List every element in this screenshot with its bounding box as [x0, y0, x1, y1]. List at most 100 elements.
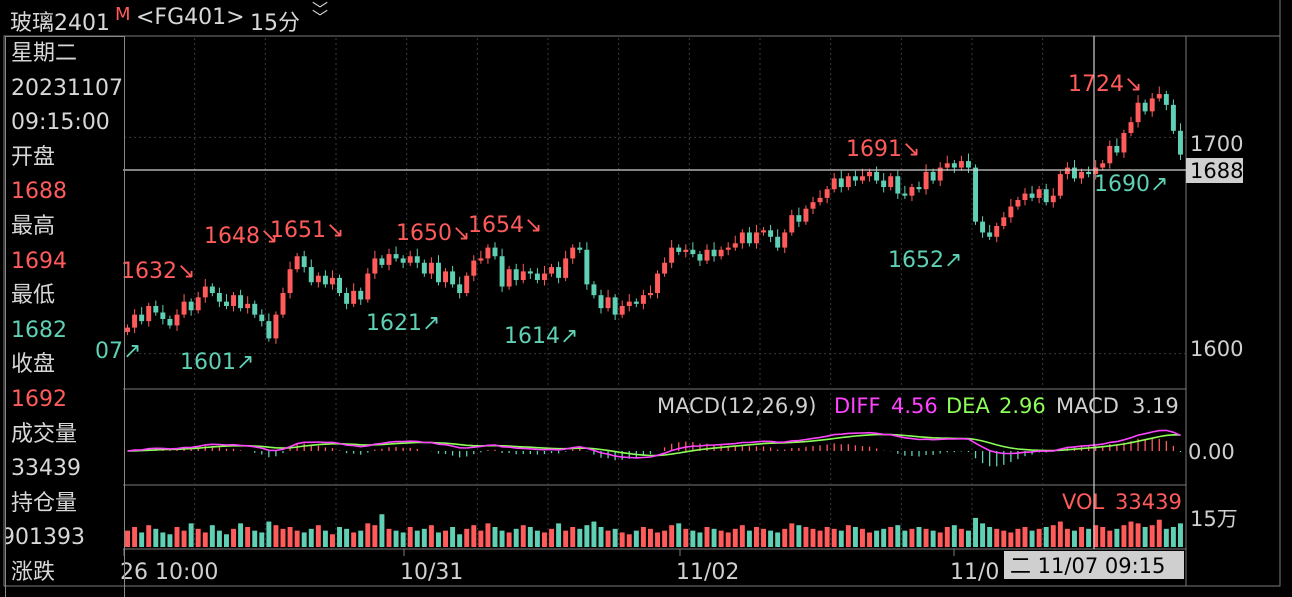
- volume-bar: [1114, 528, 1120, 547]
- volume-bar: [633, 530, 639, 547]
- candle-body: [421, 262, 427, 274]
- volume-bar: [1177, 523, 1183, 547]
- price-annotation: 1614↗: [504, 324, 578, 349]
- candle-body: [1008, 206, 1014, 218]
- volume-bar: [259, 532, 265, 547]
- low-label: 最低: [11, 283, 56, 309]
- volume-bar: [188, 523, 194, 547]
- candle-body: [789, 215, 795, 233]
- candle-body: [407, 256, 413, 263]
- candle-body: [718, 249, 724, 257]
- volume-bar: [937, 532, 943, 547]
- volume-bar: [534, 530, 540, 547]
- volume-bar: [563, 530, 569, 547]
- candle-body: [372, 258, 378, 274]
- candle-body: [358, 290, 364, 300]
- candle-body: [1001, 217, 1007, 226]
- candle-body: [216, 293, 222, 302]
- candle-body: [549, 267, 555, 274]
- volume-bar: [146, 525, 152, 547]
- volume-bar: [520, 525, 526, 547]
- volume-bar: [725, 532, 731, 547]
- volume-bar: [704, 527, 710, 547]
- volume-bar: [273, 525, 279, 547]
- volume-bar: [464, 528, 470, 547]
- volume-bar: [768, 530, 774, 547]
- candle-body: [308, 267, 314, 283]
- volume-bar: [322, 530, 328, 547]
- volume-bar: [287, 527, 293, 547]
- close-label: 收盘: [11, 352, 56, 378]
- volume-bar: [852, 527, 858, 547]
- candle-body: [315, 275, 321, 283]
- y-tick-1600: 1600: [1190, 337, 1243, 361]
- volume-bar: [139, 532, 145, 547]
- volume-bar: [1043, 527, 1049, 547]
- candle-body: [577, 247, 583, 250]
- contract-name[interactable]: 玻璃2401: [10, 11, 110, 36]
- candle-body: [676, 247, 682, 252]
- candle-body: [238, 295, 244, 309]
- volume-bar: [315, 525, 321, 547]
- candle-body: [782, 232, 788, 248]
- candle-body: [1128, 122, 1134, 133]
- volume-bar: [513, 528, 519, 547]
- candle-body: [1015, 200, 1021, 207]
- volume-bar: [1008, 532, 1014, 547]
- volume-bar: [344, 528, 350, 547]
- candle-body: [930, 171, 936, 181]
- candle-body: [888, 176, 894, 188]
- volume-bar: [810, 528, 816, 547]
- candle-body: [987, 232, 993, 237]
- candle-body: [393, 254, 399, 259]
- volume-bar: [443, 530, 449, 547]
- candle-body: [478, 258, 484, 261]
- candle-body: [591, 284, 597, 296]
- volume-bar: [280, 528, 286, 547]
- candle-body: [464, 275, 470, 294]
- volume-bar: [435, 532, 441, 547]
- candle-body: [520, 271, 526, 281]
- volume-bar: [1107, 530, 1113, 547]
- contract-code: <FG401>: [136, 5, 245, 30]
- candle-body: [259, 314, 265, 322]
- volume-bar: [1163, 528, 1169, 547]
- candle-body: [753, 232, 759, 244]
- candle-body: [400, 258, 406, 263]
- candle-body: [245, 303, 251, 309]
- volume-bar: [386, 528, 392, 547]
- candle-body: [768, 230, 774, 237]
- time: 09:15:00: [11, 110, 110, 136]
- volume-bar: [711, 528, 717, 547]
- candle-body: [711, 249, 717, 257]
- candle-body: [874, 171, 880, 181]
- double-chevron-down-icon[interactable]: ﹀ ﹀: [312, 0, 329, 27]
- macd-lines: [127, 429, 1181, 459]
- diff-value: 4.56: [891, 394, 938, 418]
- volume-bar: [973, 517, 979, 547]
- volume-bar: [1100, 527, 1106, 547]
- macd-label: MACD: [1056, 394, 1119, 418]
- price-annotation: 1621↗: [366, 311, 440, 336]
- volume-bar: [647, 528, 653, 547]
- volume-bar: [916, 527, 922, 547]
- candle-body: [1093, 167, 1099, 175]
- candle-body: [612, 297, 618, 315]
- candle-body: [287, 269, 293, 294]
- volume-bar: [980, 523, 986, 547]
- candle-body: [1036, 189, 1042, 198]
- volume-bar: [428, 525, 434, 547]
- candle-body: [1086, 171, 1092, 175]
- volume-bar: [1064, 528, 1070, 547]
- volume-bar: [817, 530, 823, 547]
- candle-body: [647, 293, 653, 296]
- candle-body: [598, 295, 604, 309]
- vol-axis-tick: 15万: [1190, 507, 1238, 531]
- candle-body: [867, 171, 873, 177]
- volume-bar: [301, 532, 307, 547]
- volume-bar: [478, 530, 484, 547]
- period-selector[interactable]: 15分: [250, 11, 300, 36]
- candle-body: [252, 303, 258, 315]
- candle-body: [739, 232, 745, 244]
